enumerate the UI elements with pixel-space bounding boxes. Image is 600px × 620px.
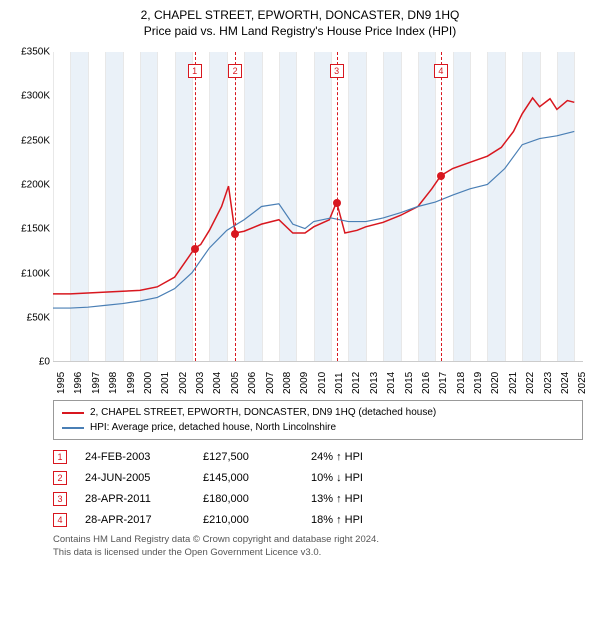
event-table-row: 3 28-APR-2011 £180,000 13% ↑ HPI	[53, 492, 583, 506]
legend-row: HPI: Average price, detached house, Nort…	[62, 420, 574, 435]
event-table-row: 2 24-JUN-2005 £145,000 10% ↓ HPI	[53, 471, 583, 485]
event-num-box: 4	[53, 513, 67, 527]
y-axis-label: £100K	[8, 268, 50, 279]
event-pct: 18% ↑ HPI	[311, 514, 421, 526]
event-price: £127,500	[203, 451, 293, 463]
y-axis-label: £300K	[8, 91, 50, 102]
event-marker: 4	[434, 64, 448, 78]
event-dot	[231, 230, 239, 238]
legend-swatch	[62, 427, 84, 429]
event-date: 24-JUN-2005	[85, 472, 185, 484]
event-pct: 10% ↓ HPI	[311, 472, 421, 484]
footer-line2: This data is licensed under the Open Gov…	[53, 547, 592, 559]
event-pct: 24% ↑ HPI	[311, 451, 421, 463]
y-axis-label: £150K	[8, 224, 50, 235]
event-marker: 2	[228, 64, 242, 78]
chart-area: 1 2 3 4 £0 £50K £100K £150K £200K £250K £300K £350…	[8, 47, 592, 392]
events-table: 1 24-FEB-2003 £127,500 24% ↑ HPI 2 24-JUN-200…	[53, 450, 583, 527]
event-price: £145,000	[203, 472, 293, 484]
chart-container: 2, CHAPEL STREET, EPWORTH, DONCASTER, DN…	[0, 0, 600, 620]
y-axis-label: £200K	[8, 180, 50, 191]
event-date: 28-APR-2017	[85, 514, 185, 526]
event-dot	[437, 172, 445, 180]
footer-line1: Contains HM Land Registry data © Crown c…	[53, 534, 592, 546]
legend-row: 2, CHAPEL STREET, EPWORTH, DONCASTER, DN…	[62, 405, 574, 420]
title-address: 2, CHAPEL STREET, EPWORTH, DONCASTER, DN…	[8, 8, 592, 24]
event-marker: 3	[330, 64, 344, 78]
event-date: 24-FEB-2003	[85, 451, 185, 463]
event-price: £180,000	[203, 493, 293, 505]
y-axis-label: £250K	[8, 135, 50, 146]
event-date: 28-APR-2011	[85, 493, 185, 505]
event-num-box: 1	[53, 450, 67, 464]
event-dot	[191, 245, 199, 253]
event-table-row: 1 24-FEB-2003 £127,500 24% ↑ HPI	[53, 450, 583, 464]
legend-label: HPI: Average price, detached house, Nort…	[90, 420, 336, 435]
footer: Contains HM Land Registry data © Crown c…	[53, 534, 592, 559]
event-num-box: 3	[53, 492, 67, 506]
chart-svg	[53, 52, 583, 361]
y-axis-label: £350K	[8, 47, 50, 58]
event-pct: 13% ↑ HPI	[311, 493, 421, 505]
event-line	[195, 52, 196, 361]
legend: 2, CHAPEL STREET, EPWORTH, DONCASTER, DN…	[53, 400, 583, 440]
title-subtitle: Price paid vs. HM Land Registry's House …	[8, 24, 592, 40]
y-axis-label: £0	[8, 357, 50, 368]
event-table-row: 4 28-APR-2017 £210,000 18% ↑ HPI	[53, 513, 583, 527]
event-marker: 1	[188, 64, 202, 78]
y-axis-label: £50K	[8, 312, 50, 323]
event-num-box: 2	[53, 471, 67, 485]
event-price: £210,000	[203, 514, 293, 526]
event-line	[235, 52, 236, 361]
event-line	[441, 52, 442, 361]
series-property	[53, 98, 574, 294]
series-hpi	[53, 132, 574, 309]
plot-region: 1 2 3 4	[53, 52, 583, 362]
legend-swatch	[62, 412, 84, 414]
event-dot	[333, 199, 341, 207]
legend-label: 2, CHAPEL STREET, EPWORTH, DONCASTER, DN…	[90, 405, 436, 420]
